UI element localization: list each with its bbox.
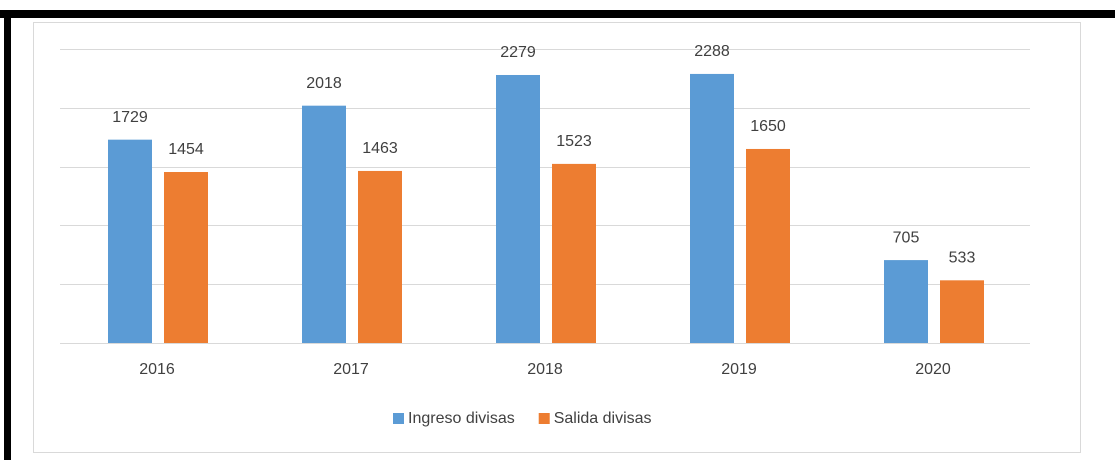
bar xyxy=(746,148,790,343)
legend-swatch xyxy=(393,413,404,424)
bar xyxy=(940,280,984,343)
bar xyxy=(358,170,402,343)
bar xyxy=(884,260,928,343)
frame-left xyxy=(4,10,11,460)
value-label: 1454 xyxy=(168,141,204,158)
value-label: 2288 xyxy=(694,43,730,60)
legend-label: Salida divisas xyxy=(554,410,652,427)
bar xyxy=(108,139,152,343)
value-label: 705 xyxy=(893,229,920,246)
x-tick-label: 2017 xyxy=(333,361,369,378)
legend-label: Ingreso divisas xyxy=(408,410,515,427)
x-tick-label: 2019 xyxy=(721,361,757,378)
frame-top xyxy=(0,10,1115,18)
bar xyxy=(496,74,540,344)
value-label: 1650 xyxy=(750,118,786,135)
legend-swatch xyxy=(538,413,550,424)
value-label: 533 xyxy=(949,250,976,267)
bar xyxy=(690,73,734,343)
value-label: 1463 xyxy=(362,140,398,157)
value-label: 1523 xyxy=(556,133,592,150)
value-label: 2018 xyxy=(306,75,342,92)
bar xyxy=(164,172,208,343)
value-label: 2279 xyxy=(500,44,536,61)
x-tick-label: 2018 xyxy=(527,361,563,378)
x-tick-label: 2020 xyxy=(915,361,951,378)
x-tick-label: 2016 xyxy=(139,361,175,378)
value-label: 1729 xyxy=(112,109,148,126)
bar xyxy=(302,105,346,343)
bar xyxy=(552,163,596,343)
